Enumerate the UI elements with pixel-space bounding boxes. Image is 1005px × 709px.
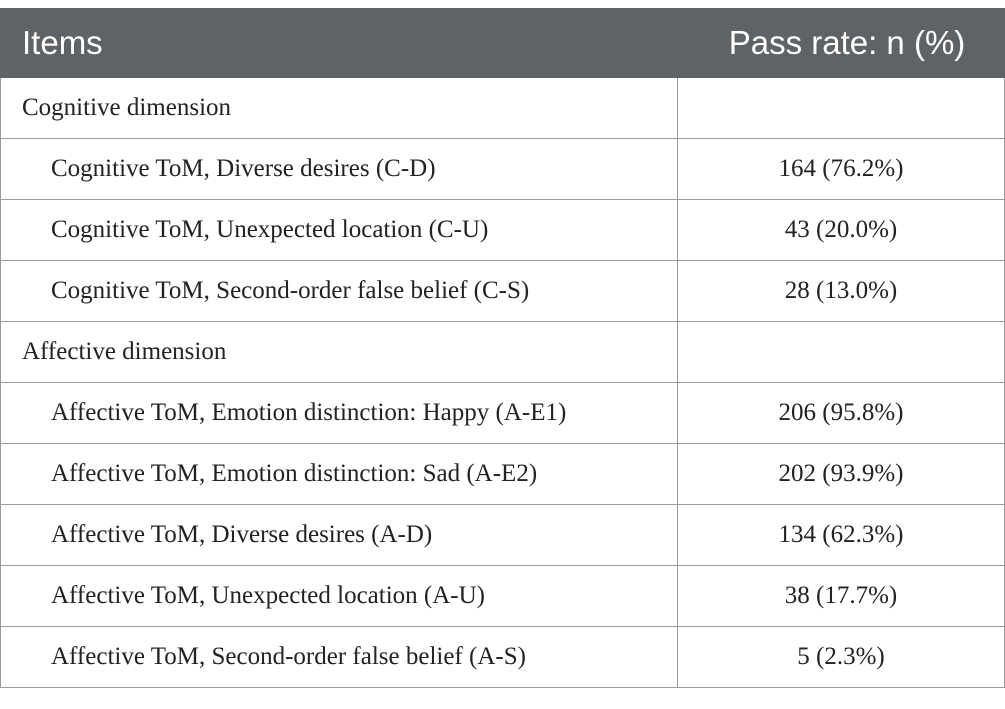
row-value: [677, 77, 1005, 139]
row-label: Affective dimension: [0, 321, 678, 383]
row-label: Affective ToM, Unexpected location (A-U): [0, 565, 678, 627]
section-row-affective: Affective dimension: [0, 321, 1005, 383]
table-container: Items Pass rate: n (%) Cognitive dimensi…: [0, 8, 1005, 688]
row-label: Affective ToM, Diverse desires (A-D): [0, 504, 678, 566]
row-value: 134 (62.3%): [677, 504, 1005, 566]
header-row: Items Pass rate: n (%): [0, 8, 1005, 78]
table-row: Affective ToM, Diverse desires (A-D) 134…: [0, 504, 1005, 566]
table-row: Cognitive ToM, Unexpected location (C-U)…: [0, 199, 1005, 261]
table-row: Affective ToM, Emotion distinction: Sad …: [0, 443, 1005, 505]
row-label: Cognitive ToM, Unexpected location (C-U): [0, 199, 678, 261]
row-label: Affective ToM, Emotion distinction: Happ…: [0, 382, 678, 444]
row-label: Affective ToM, Emotion distinction: Sad …: [0, 443, 678, 505]
header-items: Items: [0, 8, 678, 78]
header-pass-rate: Pass rate: n (%): [677, 8, 1005, 78]
row-value: 43 (20.0%): [677, 199, 1005, 261]
table-body: Cognitive dimension Cognitive ToM, Diver…: [0, 77, 1005, 688]
pass-rate-table: Items Pass rate: n (%) Cognitive dimensi…: [0, 8, 1005, 688]
row-value: 202 (93.9%): [677, 443, 1005, 505]
table-header: Items Pass rate: n (%): [0, 8, 1005, 78]
row-label: Affective ToM, Second-order false belief…: [0, 626, 678, 688]
row-value: [677, 321, 1005, 383]
section-row-cognitive: Cognitive dimension: [0, 77, 1005, 139]
row-value: 38 (17.7%): [677, 565, 1005, 627]
table-row: Cognitive ToM, Diverse desires (C-D) 164…: [0, 138, 1005, 200]
row-value: 206 (95.8%): [677, 382, 1005, 444]
table-row: Affective ToM, Second-order false belief…: [0, 626, 1005, 688]
table-row: Affective ToM, Unexpected location (A-U)…: [0, 565, 1005, 627]
row-value: 28 (13.0%): [677, 260, 1005, 322]
row-label: Cognitive dimension: [0, 77, 678, 139]
row-label: Cognitive ToM, Diverse desires (C-D): [0, 138, 678, 200]
table-row: Affective ToM, Emotion distinction: Happ…: [0, 382, 1005, 444]
row-value: 5 (2.3%): [677, 626, 1005, 688]
row-label: Cognitive ToM, Second-order false belief…: [0, 260, 678, 322]
table-row: Cognitive ToM, Second-order false belief…: [0, 260, 1005, 322]
row-value: 164 (76.2%): [677, 138, 1005, 200]
